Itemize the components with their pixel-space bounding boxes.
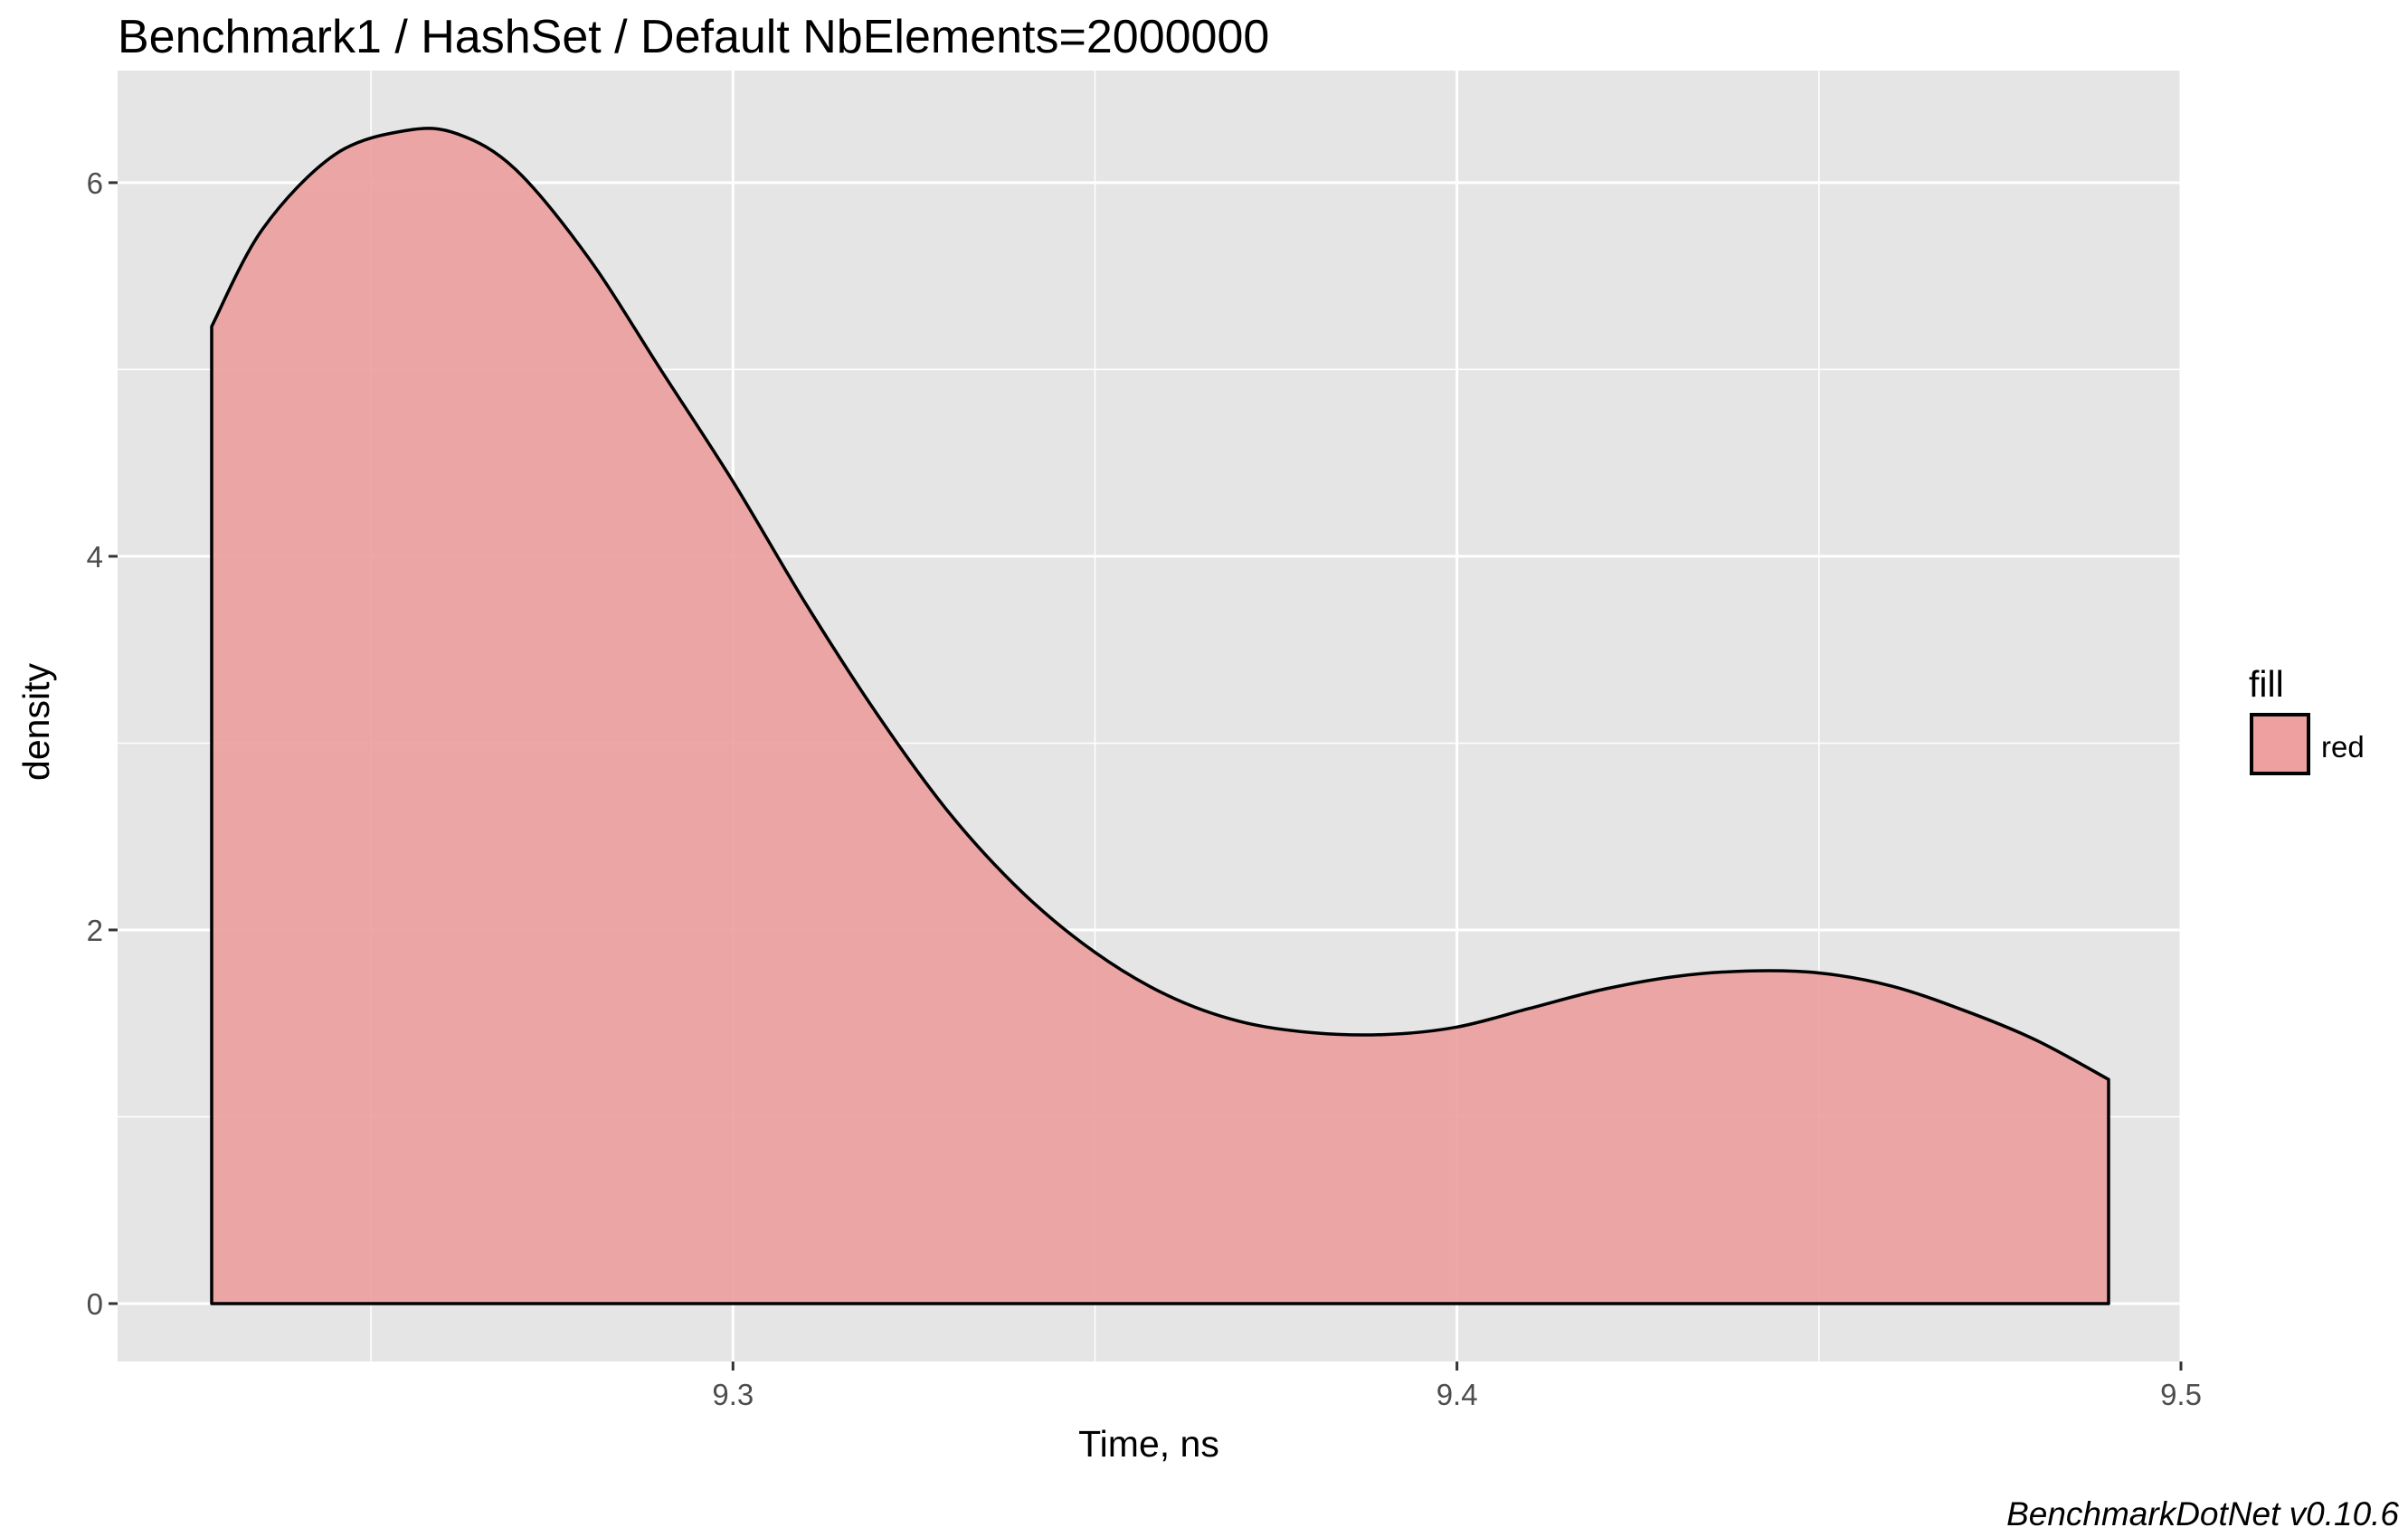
x-tick-label: 9.5 [2160,1378,2202,1411]
y-tick-label: 0 [87,1287,103,1321]
y-tick-label: 2 [87,914,103,947]
x-axis: 9.3 9.4 9.5 [712,1361,2202,1411]
x-tick-label: 9.3 [712,1378,754,1411]
y-axis: 0 2 4 6 [87,166,118,1321]
x-axis-title: Time, ns [1078,1423,1219,1465]
legend-key-red [2250,713,2310,775]
y-tick-label: 6 [87,166,103,200]
legend-label-red: red [2321,730,2365,764]
series-layer [210,127,2110,1305]
chart-title: Benchmark1 / HashSet / Default NbElement… [118,11,1269,63]
y-tick-label: 4 [87,540,103,574]
legend-title: fill [2249,663,2284,705]
legend: fill red [2249,663,2365,775]
x-tick-label: 9.4 [1436,1378,1478,1411]
caption: BenchmarkDotNet v0.10.6 [2006,1495,2399,1532]
density-area-red [210,127,2110,1305]
y-axis-title: density [15,663,57,781]
